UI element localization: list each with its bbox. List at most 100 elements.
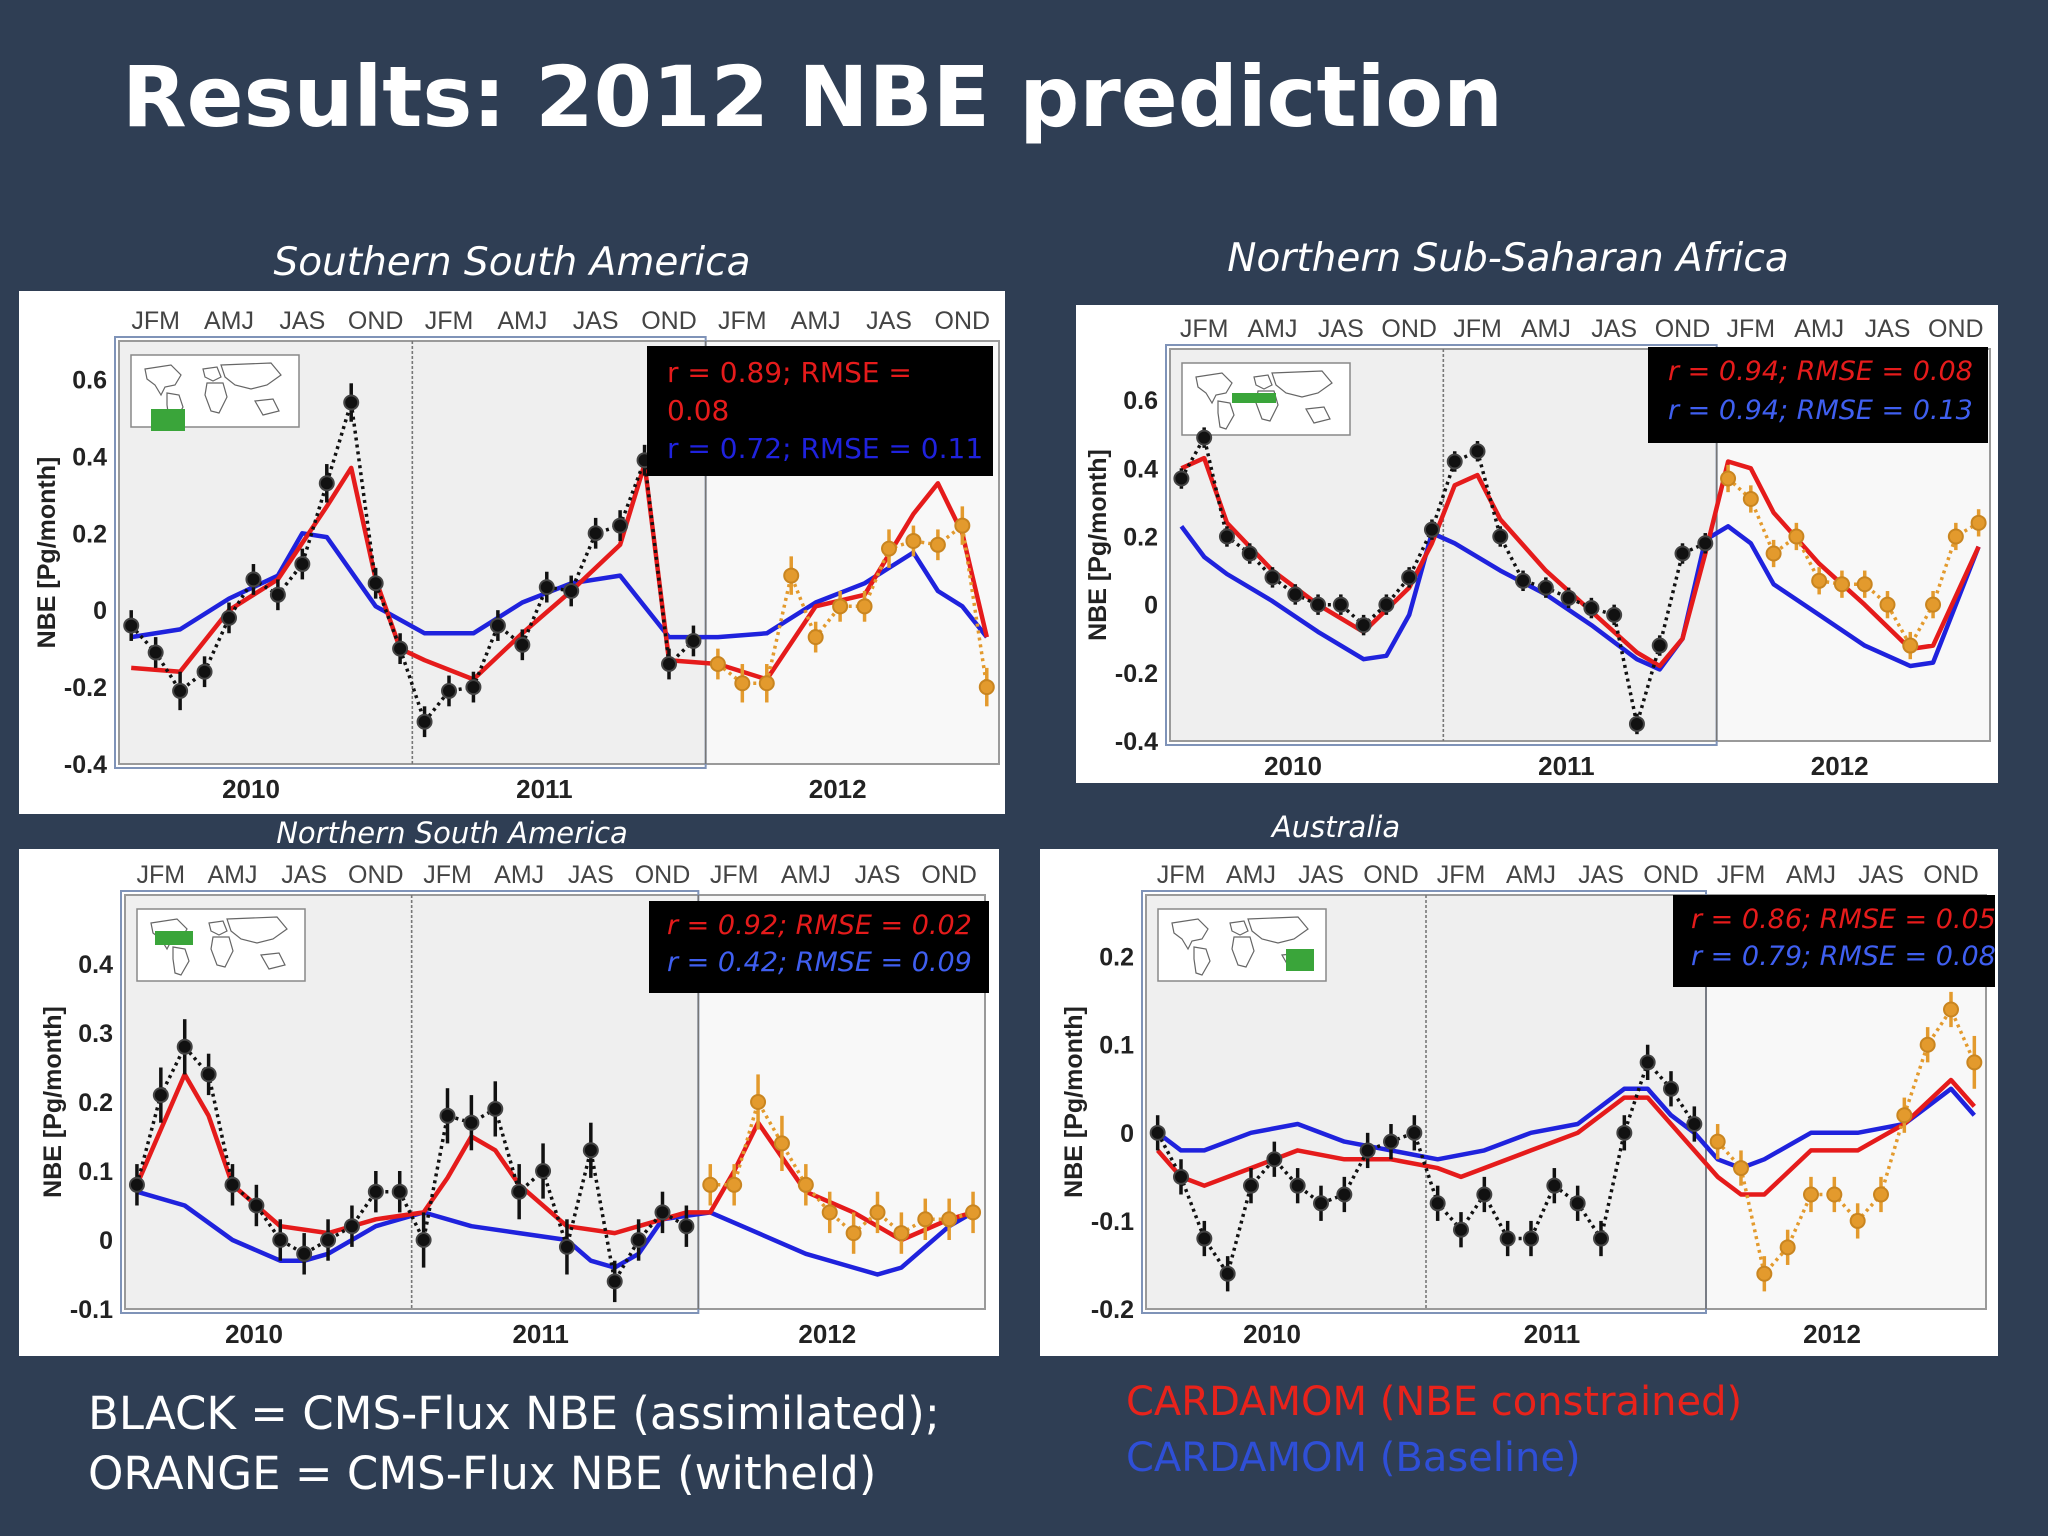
chart-panel-aus: JFM AMJ JAS OND JFM AMJ JAS OND JFM AMJ JAS OND 2010… xyxy=(1040,849,1998,1356)
year-tick-label: 2010 xyxy=(1264,751,1322,781)
year-tick-label: 2012 xyxy=(1811,751,1869,781)
data-point-black xyxy=(128,1176,145,1193)
data-point-black xyxy=(272,1232,289,1248)
inset-world-map xyxy=(130,354,300,431)
data-point-black xyxy=(1359,1142,1376,1159)
data-point-orange xyxy=(1947,528,1964,545)
data-point-black xyxy=(367,1183,384,1200)
data-point-black xyxy=(245,571,262,588)
data-point-black xyxy=(318,475,335,492)
data-point-black xyxy=(1429,1195,1446,1212)
series-line-blue xyxy=(136,1189,975,1277)
data-point-black xyxy=(176,1038,193,1055)
data-point-orange xyxy=(978,679,995,696)
panel-title-aus: Australia xyxy=(1271,810,1401,844)
data-point-black xyxy=(1560,589,1577,606)
data-point-black xyxy=(1219,1265,1236,1282)
y-tick-label: 0 xyxy=(1120,1120,1134,1148)
season-tick-label: JFM xyxy=(1437,861,1486,889)
legend-orange-text: ORANGE = CMS-Flux NBE (witheld) xyxy=(88,1447,877,1500)
plot-frame xyxy=(1169,348,1991,742)
data-point-orange xyxy=(954,517,971,534)
data-point-black xyxy=(1378,596,1395,613)
data-point-orange xyxy=(1966,1054,1983,1071)
data-point-black xyxy=(1663,1080,1679,1097)
y-tick-label: 0.4 xyxy=(78,951,113,979)
data-point-black xyxy=(563,582,580,599)
data-point-black xyxy=(200,1066,217,1083)
data-point-black xyxy=(630,1232,647,1248)
data-point-orange xyxy=(1943,1001,1959,1018)
legend-models: CARDAMOM (NBE constrained) CARDAMOM (Bas… xyxy=(1126,1374,1742,1486)
season-tick-label: OND xyxy=(348,307,404,335)
data-point-black xyxy=(514,636,531,653)
data-point-orange xyxy=(1788,528,1805,545)
stats-red: r = 0.86; RMSE = 0.05 xyxy=(1691,904,1996,935)
y-tick-label: -0.4 xyxy=(1115,728,1158,756)
season-tick-label: JAS xyxy=(866,307,912,335)
data-point-black xyxy=(1674,545,1691,562)
data-point-orange xyxy=(1742,490,1759,507)
region-highlight xyxy=(151,409,185,431)
data-point-black xyxy=(1401,569,1418,586)
chart-svg-nssaf: JFM AMJ JAS OND JFM AMJ JAS OND JFM AMJ JAS OND 2010… xyxy=(1084,315,1991,781)
data-point-orange xyxy=(917,1211,934,1228)
data-point-black xyxy=(1569,1195,1586,1212)
data-point-black xyxy=(538,579,555,596)
data-point-black xyxy=(1499,1230,1516,1247)
chart-svg-ssa: JFM AMJ JAS OND JFM AMJ JAS OND JFM AMJ JAS OND 2010… xyxy=(33,307,1000,804)
data-point-orange xyxy=(1970,514,1987,531)
y-tick-label: -0.4 xyxy=(64,751,107,779)
year-tick-label: 2012 xyxy=(798,1319,856,1349)
data-point-black xyxy=(1289,1177,1306,1194)
data-point-black xyxy=(1492,528,1509,545)
data-point-black xyxy=(1355,617,1372,634)
data-point-orange xyxy=(929,536,946,553)
y-tick-label: 0.1 xyxy=(1099,1032,1134,1060)
year-tick-label: 2012 xyxy=(1803,1319,1861,1349)
data-point-black xyxy=(685,632,702,649)
stats-blue: r = 0.79; RMSE = 0.08 xyxy=(1691,941,1996,972)
data-point-black xyxy=(441,682,457,699)
data-point-orange xyxy=(1856,576,1873,593)
season-tick-label: JFM xyxy=(137,861,186,889)
season-tick-label: JFM xyxy=(1180,315,1229,343)
data-point-orange xyxy=(1811,572,1828,589)
data-point-orange xyxy=(773,1135,790,1152)
year-tick-label: 2010 xyxy=(222,774,280,804)
y-tick-label: 0.6 xyxy=(1123,387,1158,415)
season-tick-label: JAS xyxy=(1298,861,1344,889)
data-point-orange xyxy=(1849,1212,1866,1229)
data-point-black xyxy=(1196,1230,1213,1247)
data-point-orange xyxy=(1756,1265,1773,1282)
legend-blue-text: CARDAMOM (Baseline) xyxy=(1126,1435,1581,1481)
y-tick-label: -0.1 xyxy=(1091,1208,1134,1236)
data-point-black xyxy=(224,1176,241,1193)
season-tick-label: JFM xyxy=(131,307,180,335)
stats-red-line1: r = 0.89; RMSE = xyxy=(667,356,912,389)
data-point-black xyxy=(439,1107,456,1124)
year-tick-label: 2011 xyxy=(516,774,572,804)
data-point-black xyxy=(1453,1221,1469,1238)
data-point-black xyxy=(248,1197,265,1214)
data-point-orange xyxy=(965,1204,982,1221)
inset-world-map xyxy=(1181,362,1351,436)
data-point-black xyxy=(1313,1195,1329,1212)
y-tick-label: 0.1 xyxy=(78,1158,113,1186)
data-point-orange xyxy=(1826,1186,1843,1203)
data-point-black xyxy=(1583,600,1600,617)
year-tick-label: 2011 xyxy=(512,1319,568,1349)
season-tick-label: AMJ xyxy=(1248,315,1298,343)
data-point-black xyxy=(1173,470,1190,487)
data-point-black xyxy=(612,517,629,534)
season-tick-label: JAS xyxy=(279,307,325,335)
data-point-orange xyxy=(702,1176,719,1193)
plot-frame xyxy=(118,340,1000,765)
data-point-black xyxy=(1383,1133,1399,1150)
data-point-orange xyxy=(845,1225,862,1242)
stats-red-line2: 0.08 xyxy=(667,394,729,427)
data-point-orange xyxy=(941,1211,958,1228)
data-point-black xyxy=(1266,1151,1283,1168)
region-highlight xyxy=(1232,393,1276,403)
data-point-black xyxy=(489,617,506,634)
